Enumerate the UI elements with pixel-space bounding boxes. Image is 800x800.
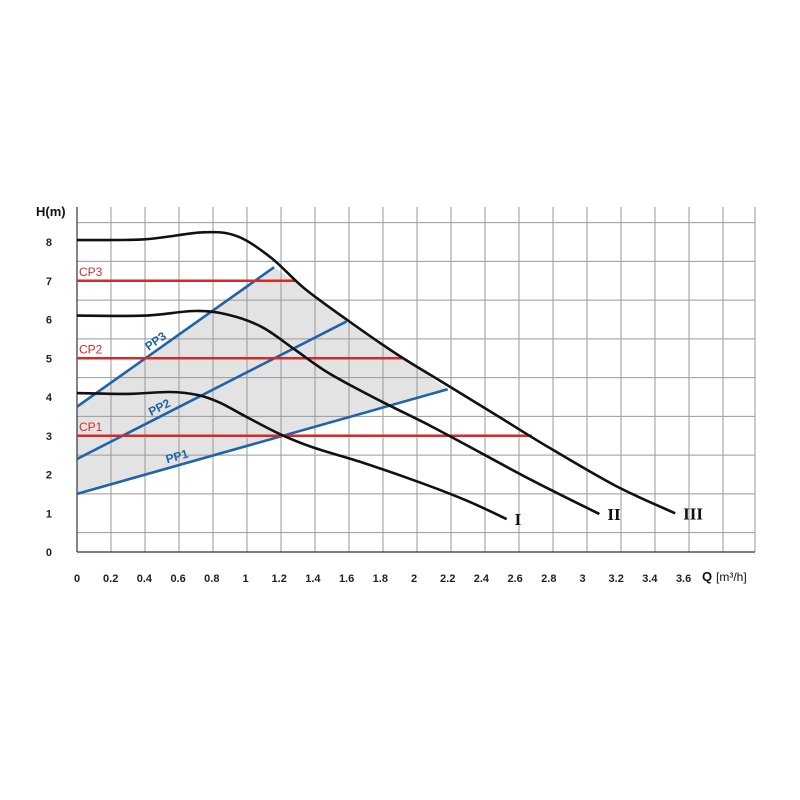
pump-curve-label-iii: III: [683, 504, 703, 523]
pump-curves: [76, 230, 676, 521]
x-tick-label: 0.6: [170, 573, 185, 585]
axes: [76, 207, 755, 553]
pp-line-pp1: [76, 387, 449, 496]
pump-curve-label-i: I: [515, 510, 522, 529]
y-axis-title: H(m): [36, 204, 66, 219]
pump-curve-ii: [76, 309, 600, 516]
x-tick-label: 2.4: [474, 573, 490, 585]
x-tick-label: 1: [242, 573, 248, 585]
x-tick-label: 0.4: [137, 573, 153, 585]
x-axis-title: Q: [702, 569, 712, 584]
y-tick-labels: 0 1 2 3 4 5 6 7 8: [46, 237, 53, 559]
pump-curve-label-ii: II: [607, 505, 621, 524]
pump-curve-iii: [76, 230, 676, 515]
x-tick-label: 1.6: [339, 573, 354, 585]
x-tick-label: 2.6: [507, 573, 522, 585]
constant-pressure-lines: [77, 279, 532, 438]
x-axis-unit: [m³/h]: [716, 570, 747, 584]
operating-region: [77, 267, 448, 494]
pump-curve-i: [76, 390, 508, 521]
y-tick-label: 7: [46, 276, 52, 288]
x-tick-label: 0.2: [103, 573, 118, 585]
pp-line-pp3: [76, 266, 275, 408]
cp-label-cp3: CP3: [79, 265, 103, 279]
x-tick-label: 1.4: [305, 573, 321, 585]
y-tick-label: 6: [46, 315, 52, 327]
y-tick-label: 2: [46, 470, 52, 482]
x-tick-label: 2.2: [440, 573, 455, 585]
x-tick-label: 1.2: [272, 573, 287, 585]
y-tick-label: 4: [46, 392, 53, 404]
cp-label-cp1: CP1: [79, 420, 103, 434]
x-tick-label: 3.6: [676, 573, 691, 585]
y-tick-label: 1: [46, 508, 52, 520]
y-tick-label: 8: [46, 237, 52, 249]
y-tick-label: 0: [46, 547, 52, 559]
pp-label-pp1: PP1: [164, 447, 190, 467]
y-tick-label: 3: [46, 431, 52, 443]
y-tick-label: 5: [46, 353, 52, 365]
x-tick-label: 3.2: [609, 573, 624, 585]
x-tick-label: 1.8: [373, 573, 388, 585]
x-tick-label: 0: [74, 573, 80, 585]
x-tick-labels: 0 0.2 0.4 0.6 0.8 1 1.2 1.4 1.6 1.8 2 2.2 2.4 2.6 2.8 3…: [74, 573, 691, 585]
cp-label-cp2: CP2: [79, 342, 103, 356]
grid: [77, 207, 756, 552]
x-tick-label: 2.8: [541, 573, 556, 585]
x-tick-label: 3.4: [642, 573, 658, 585]
x-tick-label: 0.8: [204, 573, 219, 585]
operating-region-fill: [77, 267, 448, 494]
x-tick-label: 3: [579, 573, 585, 585]
x-tick-label: 2: [411, 573, 417, 585]
